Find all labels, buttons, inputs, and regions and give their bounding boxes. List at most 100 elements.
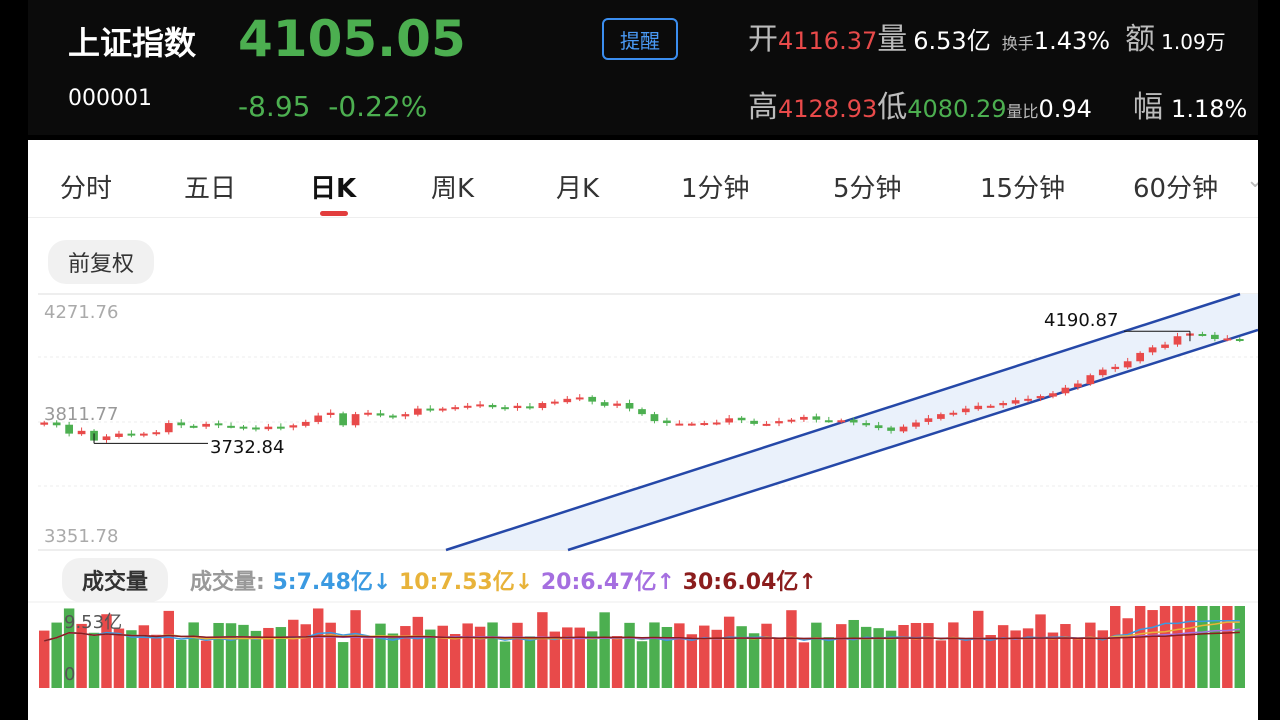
low-label: 低 (877, 90, 908, 125)
extreme-annotations (93, 330, 1191, 444)
ma10-name: 10 (399, 570, 430, 595)
ma10-trend-icon: ↓ (514, 570, 534, 595)
candle-body (326, 412, 335, 415)
volume-bar (1197, 606, 1208, 688)
tab-intraday[interactable]: 分时 (60, 174, 113, 204)
remind-button[interactable]: 提醒 (602, 18, 678, 60)
volume-bar (1110, 606, 1121, 688)
candle-body (438, 408, 447, 411)
volume-bar (1085, 622, 1096, 688)
candle-body (526, 406, 534, 409)
change-value: -8.95 (238, 90, 311, 123)
volume-bar (1172, 606, 1183, 688)
low-value: 4080.29 (907, 95, 1007, 123)
candle-body (463, 405, 472, 408)
candle-body (351, 414, 360, 426)
candle-body (600, 402, 609, 406)
candle-body (476, 404, 484, 407)
candle-body (812, 416, 821, 420)
candle-body (239, 426, 248, 429)
volume-bar (163, 610, 174, 688)
volume-zero-label: 0 (64, 664, 76, 685)
volume-bar (674, 623, 685, 688)
volume-bar (873, 628, 884, 688)
candle-body (874, 425, 883, 429)
kline-chart[interactable] (28, 140, 1258, 720)
y-axis-max: 4271.76 (44, 302, 119, 323)
volume-bar (126, 630, 137, 688)
candle-body (488, 404, 497, 408)
stock-header: 上证指数 000001 4105.05 -8.95 -0.22% 提醒 开411… (28, 0, 1258, 135)
volume-bar (325, 622, 336, 688)
candle-body (1011, 400, 1020, 404)
volume-bar (1147, 610, 1158, 688)
open-label: 开 (748, 22, 778, 57)
volume-bar (860, 626, 872, 688)
volume-bar (512, 622, 523, 688)
candle-body (1074, 383, 1082, 388)
volume-ma-legend: 成交量: 5:7.48亿↓ 10:7.53亿↓ 20:6.47亿↑ 30:6.0… (190, 570, 817, 595)
candle-body (899, 426, 908, 432)
volume-bar (985, 635, 996, 688)
volume-bar (300, 624, 311, 688)
candle-body (538, 403, 547, 409)
tab-5min[interactable]: 5分钟 (833, 174, 902, 204)
tab-15min[interactable]: 15分钟 (980, 174, 1066, 204)
volume-bar (225, 623, 237, 688)
volume-bar (63, 608, 75, 688)
volume-bar (773, 638, 785, 688)
tab-daily-k[interactable]: 日K (310, 174, 357, 204)
candle-body (862, 423, 871, 426)
candle-body (1049, 393, 1057, 397)
volume-bar (786, 610, 797, 688)
volume-bar (151, 634, 162, 688)
volume-bar (113, 628, 125, 688)
candle-body (513, 405, 522, 409)
candle-body (189, 425, 198, 428)
volume-bar (1060, 624, 1071, 688)
volume-bars (39, 606, 1245, 688)
candle-body (687, 423, 696, 426)
candle-body (389, 415, 397, 418)
volume-bar (736, 626, 747, 688)
candle-body (65, 424, 73, 434)
candle-body (115, 433, 123, 437)
max-price-label: 4190.87 (1044, 310, 1119, 331)
ma30-line (44, 631, 1240, 642)
candle-body (961, 408, 970, 413)
volume-indicator-toggle[interactable]: 成交量 (62, 558, 169, 602)
ma5-name: 5 (272, 570, 288, 595)
tab-five-day[interactable]: 五日 (184, 174, 237, 204)
candle-body (762, 423, 771, 426)
volume-bar (213, 622, 224, 688)
candle-body (800, 416, 808, 420)
tab-monthly-k[interactable]: 月K (556, 174, 600, 204)
adjust-toggle[interactable]: 前复权 (48, 240, 155, 284)
volume-bar (437, 625, 448, 688)
candle-body (214, 423, 223, 426)
volume-bar (761, 623, 772, 688)
candle-body (426, 408, 435, 411)
volume-bar (960, 640, 972, 688)
turnover-label: 换手 (1001, 34, 1034, 53)
volume-bar (723, 616, 735, 688)
volume-label: 量 (877, 22, 908, 57)
candle-body (1024, 398, 1032, 401)
chevron-down-icon[interactable]: ⌄ (1246, 168, 1258, 193)
candle-body (974, 405, 983, 410)
tab-1min[interactable]: 1分钟 (681, 174, 750, 204)
candle-body (1198, 334, 1207, 337)
candle-body (177, 422, 186, 426)
ma30-name: 30 (682, 570, 714, 595)
stock-code: 000001 (68, 86, 152, 111)
volume-bar (885, 630, 897, 688)
volume-bar (499, 641, 511, 688)
candle-body (52, 422, 61, 426)
tab-60min[interactable]: 60分钟 (1133, 174, 1219, 204)
tab-weekly-k[interactable]: 周K (431, 174, 475, 204)
volume-bar (661, 626, 673, 688)
tab-divider (28, 217, 1258, 218)
volume-bar (175, 639, 187, 688)
candle-body (1148, 347, 1157, 353)
candle-body (152, 432, 161, 435)
